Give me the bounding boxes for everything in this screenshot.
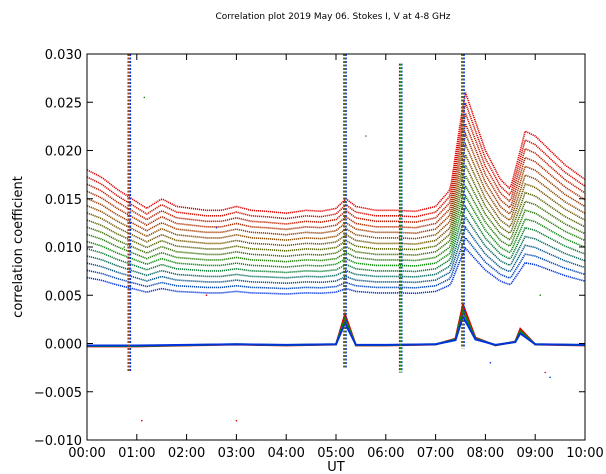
x-axis: 00:00 01:00 02:00 03:00 04:00 05:00 06:00 07:00…	[68, 54, 604, 461]
stokes-i-band-4	[86, 215, 586, 279]
stokes-i-band-8	[86, 173, 586, 258]
outlier-point	[544, 371, 546, 374]
x-tick-label: 10:00	[566, 446, 603, 461]
x-tick-label: 01:00	[118, 446, 155, 461]
y-tick-label: 0.010	[45, 241, 82, 256]
stokes-i-band-9	[86, 162, 586, 252]
stokes-i-band-16	[86, 92, 586, 215]
x-tick-label: 00:00	[68, 446, 105, 461]
outlier-point	[205, 294, 208, 297]
y-tick-label: 0.015	[45, 193, 82, 208]
chart-title: Correlation plot 2019 May 06. Stokes I, …	[215, 12, 450, 22]
y-tick-label: 0.020	[45, 145, 82, 160]
stokes-i-band-1	[86, 246, 586, 295]
x-tick-label: 03:00	[218, 446, 255, 461]
outlier-point	[539, 294, 541, 297]
outlier-point	[215, 226, 218, 229]
stokes-i-band-5	[86, 204, 586, 274]
y-tick-label: −0.005	[34, 386, 82, 401]
stokes-v-baseline	[87, 301, 586, 348]
x-tick-label: 06:00	[367, 446, 404, 461]
scatter-outliers	[123, 96, 551, 422]
y-tick-label: 0.005	[45, 289, 82, 304]
stokes-i-band-7	[86, 183, 586, 263]
x-axis-label: UT	[327, 460, 345, 474]
spikes	[127, 54, 465, 373]
y-tick-label: 0.030	[45, 48, 82, 63]
x-tick-label: 08:00	[467, 446, 504, 461]
x-tick-label: 07:00	[417, 446, 454, 461]
stokes-i-bands	[86, 92, 586, 295]
y-axis: −0.010 −0.005 0.000 0.005 0.010 0.015 0.020 0.0…	[34, 48, 585, 449]
stokes-v-trace-3	[87, 313, 586, 347]
stokes-i-band-13	[86, 120, 586, 231]
stokes-i-band-6	[86, 194, 586, 268]
x-tick-label: 05:00	[317, 446, 354, 461]
stokes-v-trace-1	[87, 301, 586, 348]
outlier-point	[235, 419, 238, 422]
outlier-point	[141, 419, 143, 422]
outlier-point	[365, 135, 367, 137]
x-tick-label: 09:00	[516, 446, 553, 461]
stokes-i-band-2	[86, 236, 586, 290]
y-axis-label: correlation coefficient	[11, 176, 26, 318]
x-tick-label: 02:00	[168, 446, 205, 461]
y-tick-label: 0.000	[45, 338, 82, 353]
y-tick-label: 0.025	[45, 96, 82, 111]
stokes-v-trace-2	[87, 307, 586, 347]
x-tick-label: 04:00	[267, 446, 304, 461]
outlier-point	[489, 362, 492, 364]
outlier-point	[143, 96, 146, 99]
stokes-i-band-15	[86, 99, 586, 220]
outlier-point	[123, 246, 126, 248]
stokes-i-band-11	[86, 141, 586, 241]
stokes-i-band-3	[86, 225, 586, 285]
outlier-point	[549, 376, 551, 379]
stokes-i-band-14	[86, 110, 586, 225]
plot-data	[86, 54, 586, 422]
y-tick-label: −0.010	[34, 434, 82, 449]
